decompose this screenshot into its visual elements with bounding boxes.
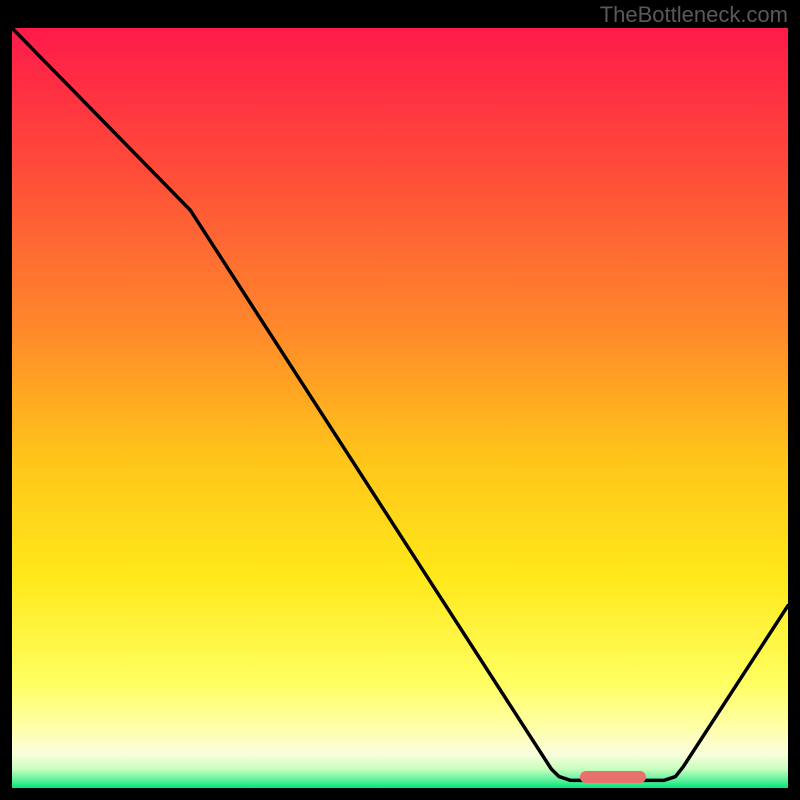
plot-area [12, 28, 788, 788]
bottleneck-curve [12, 28, 788, 780]
watermark-text: TheBottleneck.com [600, 2, 788, 28]
bottleneck-chart: TheBottleneck.com [0, 0, 800, 800]
curve-svg [12, 28, 788, 788]
optimal-range-marker [580, 771, 646, 783]
